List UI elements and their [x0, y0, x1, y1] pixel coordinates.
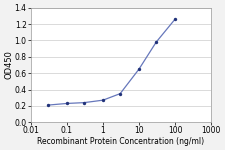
Point: [173, 18, 177, 20]
Point: [137, 68, 141, 70]
Point: [65, 102, 69, 105]
Point: [118, 92, 122, 95]
Point: [46, 104, 50, 106]
Point: [101, 99, 105, 101]
Y-axis label: OD450: OD450: [4, 51, 13, 79]
X-axis label: Recombinant Protein Concentration (ng/ml): Recombinant Protein Concentration (ng/ml…: [37, 137, 205, 146]
Point: [154, 41, 158, 43]
Point: [82, 101, 86, 104]
